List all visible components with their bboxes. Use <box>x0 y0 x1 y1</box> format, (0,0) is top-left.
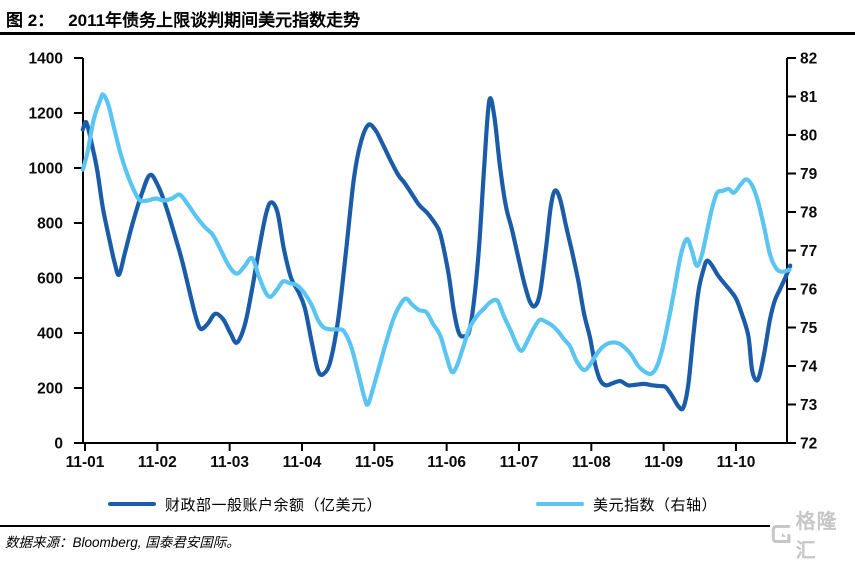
gelonghui-logo: 格隆汇 <box>770 511 855 562</box>
right-axis-tick-label: 81 <box>800 89 818 106</box>
usd-index-line-swatch <box>536 501 584 507</box>
x-axis-tick-label: 11-03 <box>210 454 249 471</box>
legend-item-treasury-balance: 财政部一般账户余额（亿美元） <box>108 492 382 516</box>
gelonghui-logo-icon <box>771 524 791 544</box>
left-axis-tick-label: 1000 <box>29 161 63 178</box>
chart-title-row: 图 2： 2011年债务上限谈判期间美元指数走势 <box>6 6 360 31</box>
x-axis-tick-label: 11-06 <box>427 454 466 471</box>
left-axis-tick-label: 800 <box>37 216 63 233</box>
data-source-note: 数据来源：Bloomberg, 国泰君安国际。 <box>5 535 240 550</box>
left-axis-tick-label: 600 <box>37 271 63 288</box>
legend-item-usd-index: 美元指数（右轴） <box>536 492 717 516</box>
series-line-usd-index <box>80 92 792 407</box>
x-axis-tick-label: 11-07 <box>500 454 539 471</box>
right-axis-tick-label: 72 <box>800 436 817 453</box>
right-axis-tick-label: 78 <box>800 205 818 222</box>
legend-label: 美元指数（右轴） <box>593 496 718 514</box>
left-axis-tick-label: 400 <box>37 326 63 343</box>
right-axis-tick-label: 75 <box>800 320 818 337</box>
right-axis-tick-label: 82 <box>800 51 817 68</box>
page-title: 2011年债务上限谈判期间美元指数走势 <box>68 11 361 30</box>
left-axis-tick-label: 1400 <box>29 51 63 68</box>
right-axis-tick-label: 74 <box>800 359 818 376</box>
right-axis-tick-label: 80 <box>800 128 817 145</box>
chart-legend: 财政部一般账户余额（亿美元） 美元指数（右轴） <box>0 492 855 516</box>
left-axis-tick-label: 200 <box>37 381 63 398</box>
figure-label: 图 2： <box>6 11 55 30</box>
x-axis-tick-label: 11-10 <box>717 454 756 471</box>
gelonghui-logo-text: 格隆汇 <box>795 511 838 562</box>
left-axis-tick-label: 1200 <box>29 106 63 123</box>
right-axis-tick-label: 79 <box>800 166 818 183</box>
right-axis-tick-label: 77 <box>800 243 817 260</box>
left-axis-tick-label: 0 <box>54 436 63 453</box>
x-axis-tick-label: 11-09 <box>644 454 683 471</box>
right-axis-tick-label: 76 <box>800 282 818 299</box>
treasury-line-swatch <box>108 501 156 507</box>
footer-divider <box>0 525 855 527</box>
x-axis-tick-label: 11-04 <box>283 454 322 471</box>
x-axis-tick-label: 11-08 <box>572 454 611 471</box>
right-axis-tick-label: 73 <box>800 397 818 414</box>
x-axis-tick-label: 11-02 <box>138 454 177 471</box>
x-axis-tick-label: 11-01 <box>66 454 105 471</box>
title-divider <box>0 32 855 35</box>
legend-label: 财政部一般账户余额（亿美元） <box>165 496 383 514</box>
series-line-treasury-balance <box>80 96 793 412</box>
x-axis-tick-label: 11-05 <box>355 454 394 471</box>
